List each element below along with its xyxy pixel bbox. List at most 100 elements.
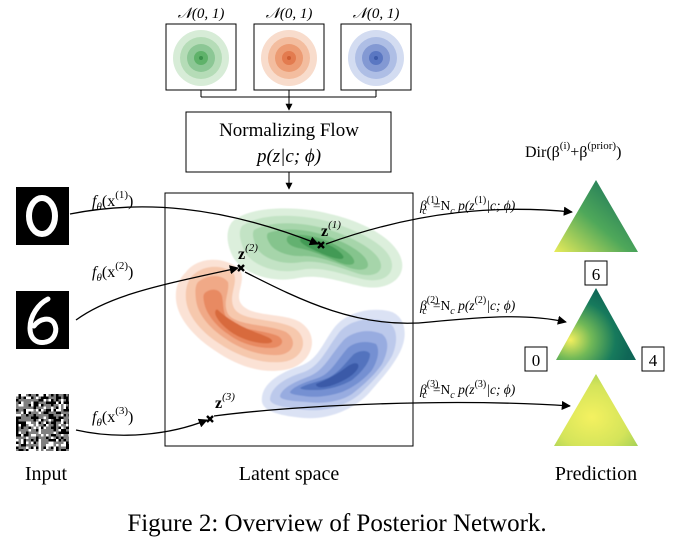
noise-pixel: [16, 444, 19, 447]
noise-pixel: [28, 426, 31, 429]
latent-label-2: z(2): [238, 242, 258, 263]
noise-pixel: [43, 426, 46, 429]
noise-pixel: [43, 394, 46, 397]
noise-pixel: [68, 431, 69, 434]
noise-pixel: [16, 421, 19, 424]
noise-pixel: [63, 441, 66, 444]
noise-pixel: [16, 441, 19, 444]
noise-pixel: [26, 411, 29, 414]
noise-pixel: [31, 441, 34, 444]
noise-pixel: [51, 414, 54, 417]
noise-pixel: [28, 411, 31, 414]
noise-pixel: [61, 431, 64, 434]
noise-pixel: [23, 434, 26, 437]
prior-box-orange: [253, 23, 325, 91]
encoder-arrow-1: [69, 206, 319, 246]
noise-pixel: [51, 399, 54, 402]
noise-pixel: [21, 444, 24, 447]
noise-pixel: [21, 424, 24, 427]
encoder-label-3: fθ(x(3)): [92, 405, 133, 429]
noise-pixel: [16, 431, 19, 434]
noise-pixel: [31, 416, 34, 419]
noise-pixel: [58, 411, 61, 414]
noise-pixel: [51, 446, 54, 449]
noise-pixel: [58, 439, 61, 442]
dirichlet-triangle-2: [556, 288, 636, 360]
noise-pixel: [46, 436, 49, 439]
noise-pixel: [61, 401, 64, 404]
noise-pixel: [58, 416, 61, 419]
noise-pixel: [38, 419, 41, 422]
noise-pixel: [48, 409, 51, 412]
noise-pixel: [56, 394, 59, 397]
noise-pixel: [53, 449, 56, 451]
noise-pixel: [63, 414, 66, 417]
figure-caption: Figure 2: Overview of Posterior Network.: [127, 510, 546, 537]
noise-pixel: [43, 449, 46, 451]
corner-label-top: 6: [584, 260, 608, 286]
noise-pixel: [68, 414, 69, 417]
beta-label-3: β(3) c =Nc p(z(3)|c; ϕ): [419, 379, 516, 401]
noise-pixel: [61, 421, 64, 424]
noise-pixel: [58, 429, 61, 432]
noise-pixel: [48, 399, 51, 402]
noise-pixel: [36, 409, 39, 412]
noise-pixel: [46, 421, 49, 424]
flow-title: Normalizing Flow: [219, 120, 359, 141]
noise-pixel: [16, 426, 19, 429]
noise-pixel: [16, 394, 19, 397]
latent-label-1: z(1): [321, 219, 341, 240]
noise-pixel: [31, 446, 34, 449]
dirichlet-triangle-3: [554, 374, 638, 446]
noise-pixel: [56, 446, 59, 449]
noise-pixel: [31, 424, 34, 427]
noise-pixel: [63, 444, 66, 447]
noise-pixel: [26, 409, 29, 412]
noise-pixel: [38, 421, 41, 424]
noise-pixel: [36, 446, 39, 449]
blue-density: [261, 309, 405, 419]
noise-pixel: [21, 401, 24, 404]
noise-pixel: [38, 409, 41, 412]
noise-pixel: [58, 401, 61, 404]
noise-pixel: [31, 396, 34, 399]
dirichlet-triangle-1: [554, 180, 638, 252]
noise-pixel: [58, 406, 61, 409]
prior-box-green: [165, 23, 237, 91]
noise-pixel: [36, 401, 39, 404]
noise-pixel: [63, 429, 66, 432]
noise-pixel: [51, 436, 54, 439]
noise-pixel: [16, 419, 19, 422]
noise-pixel: [48, 439, 51, 442]
noise-pixel: [68, 426, 69, 429]
noise-pixel: [16, 439, 19, 442]
noise-pixel: [51, 434, 54, 437]
noise-pixel: [16, 399, 19, 402]
noise-pixel: [38, 441, 41, 444]
noise-pixel: [33, 406, 36, 409]
noise-pixel: [46, 401, 49, 404]
noise-pixel: [63, 394, 66, 397]
noise-pixel: [46, 444, 49, 447]
section-label-latent: Latent space: [239, 463, 340, 485]
latent-label-3: z(3): [215, 391, 235, 412]
noise-pixel: [33, 441, 36, 444]
noise-pixel: [33, 401, 36, 404]
noise-pixel: [61, 434, 64, 437]
noise-pixel: [26, 414, 29, 417]
noise-pixel: [61, 444, 64, 447]
noise-pixel: [58, 431, 61, 434]
noise-pixel: [21, 449, 24, 451]
noise-pixel: [36, 396, 39, 399]
prior-label-orange: 𝒩(0, 1): [266, 6, 313, 22]
noise-pixel: [53, 434, 56, 437]
noise-pixel: [61, 436, 64, 439]
prior-label-green: 𝒩(0, 1): [178, 6, 225, 22]
noise-pixel: [68, 444, 69, 447]
noise-pixel: [56, 436, 59, 439]
noise-pixel: [46, 446, 49, 449]
noise-pixel: [23, 396, 26, 399]
noise-pixel: [18, 421, 21, 424]
noise-pixel: [16, 434, 19, 437]
